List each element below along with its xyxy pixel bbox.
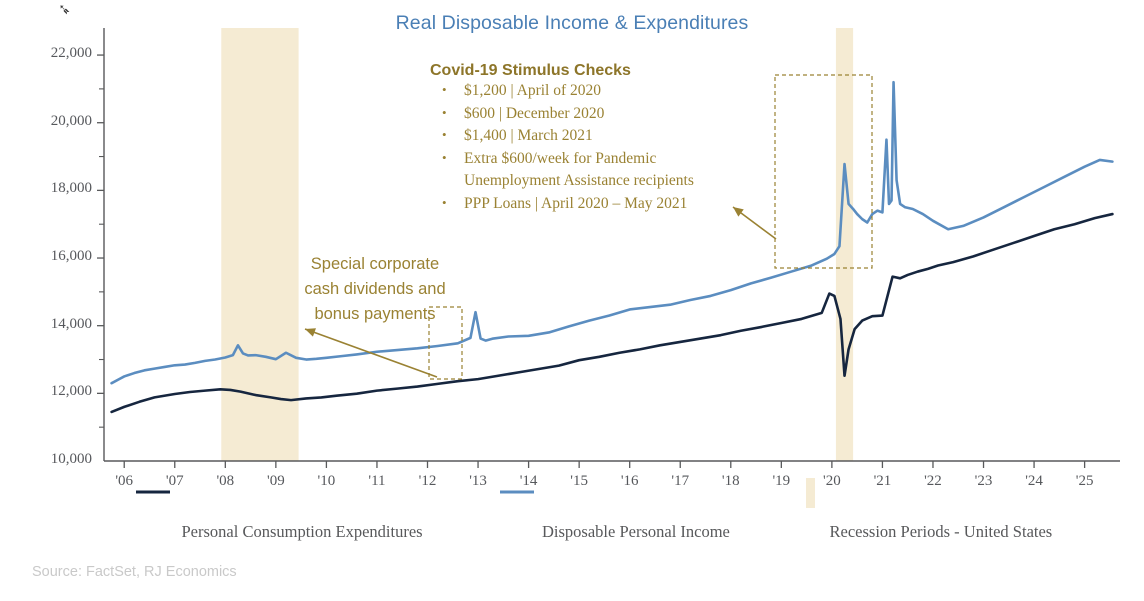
x-axis-tick-label: '22 [924,473,942,489]
y-axis-tick-label: 22,000 [50,45,92,62]
x-axis-tick-label: '12 [418,473,437,489]
callout-box-dividends [428,306,463,380]
legend-swatch-recession [806,478,815,508]
chart-title: Real Disposable Income & Expenditures [395,12,749,34]
x-axis-tick-label: '16 [620,473,639,489]
x-axis-tick-label: '09 [267,473,285,489]
series-line [110,212,1114,414]
y-axis-tick-label: 14,000 [50,315,92,332]
leader-line-dividends-arrowhead [305,328,316,337]
x-axis-tick-label: '07 [165,473,184,489]
x-axis-tick-label: '11 [368,473,386,489]
x-axis-tick-label: '20 [823,473,841,489]
annotation-special-dividends: Special corporate cash dividends and bon… [285,252,465,327]
y-axis-tick-label: 16,000 [50,248,92,265]
x-axis-tick-label: '13 [469,473,487,489]
x-axis-tick-label: '10 [317,473,336,489]
leader-line-dividends [304,328,438,378]
recession-band [221,28,299,461]
legend-label: Recession Periods - United States [829,522,1053,541]
annotation-covid-bullet: $600 | December 2020 [430,102,694,126]
x-axis-tick-label: '08 [216,473,235,489]
annotation-covid-bullet: PPP Loans | April 2020 – May 2021 [430,192,694,216]
leader-line-covid-arrowhead [733,207,744,217]
x-axis-tick-label: '18 [721,473,740,489]
annotation-covid-bullet: Extra $600/week for Pandemic [430,147,694,171]
annotation-dividends-line-3: bonus payments [314,305,436,323]
legend-label: Personal Consumption Expenditures [181,522,423,541]
x-axis-tick-label: '24 [1025,473,1043,489]
annotation-covid-bullet-list: $1,200 | April of 2020$600 | December 20… [430,79,694,216]
legend-label: Disposable Personal Income [542,522,730,541]
y-axis-tick-label: 10,000 [50,451,92,467]
annotation-dividends-line-1: Special corporate [310,255,440,273]
x-axis-tick-label: '21 [873,473,892,489]
x-axis-tick-label: '14 [519,473,538,489]
y-axis-tick-label: 18,000 [50,180,92,197]
annotation-covid-bullet: $1,200 | April of 2020 [430,79,694,103]
x-axis-tick-label: '23 [974,473,993,489]
callout-box-covid [774,74,873,269]
annotation-covid-stimulus: Covid-19 Stimulus Checks $1,200 | April … [430,62,694,216]
y-axis-tick-label: 20,000 [50,112,92,129]
y-axis-tick-label: 12,000 [50,383,92,400]
source-note: Source: FactSet, RJ Economics [32,564,237,580]
annotation-covid-bullet: $1,400 | March 2021 [430,124,694,148]
x-axis-tick-label: '17 [671,473,690,489]
x-axis-tick-label: '06 [115,473,134,489]
annotation-dividends-line-2: cash dividends and [304,280,446,298]
annotation-covid-title: Covid-19 Stimulus Checks [430,62,631,79]
series-line [110,80,1114,385]
x-axis-tick-label: '19 [772,473,791,489]
x-axis-tick-label: '15 [570,473,588,489]
annotation-covid-bullet: Unemployment Assistance recipients [464,172,694,190]
x-axis-tick-label: '25 [1075,473,1094,489]
